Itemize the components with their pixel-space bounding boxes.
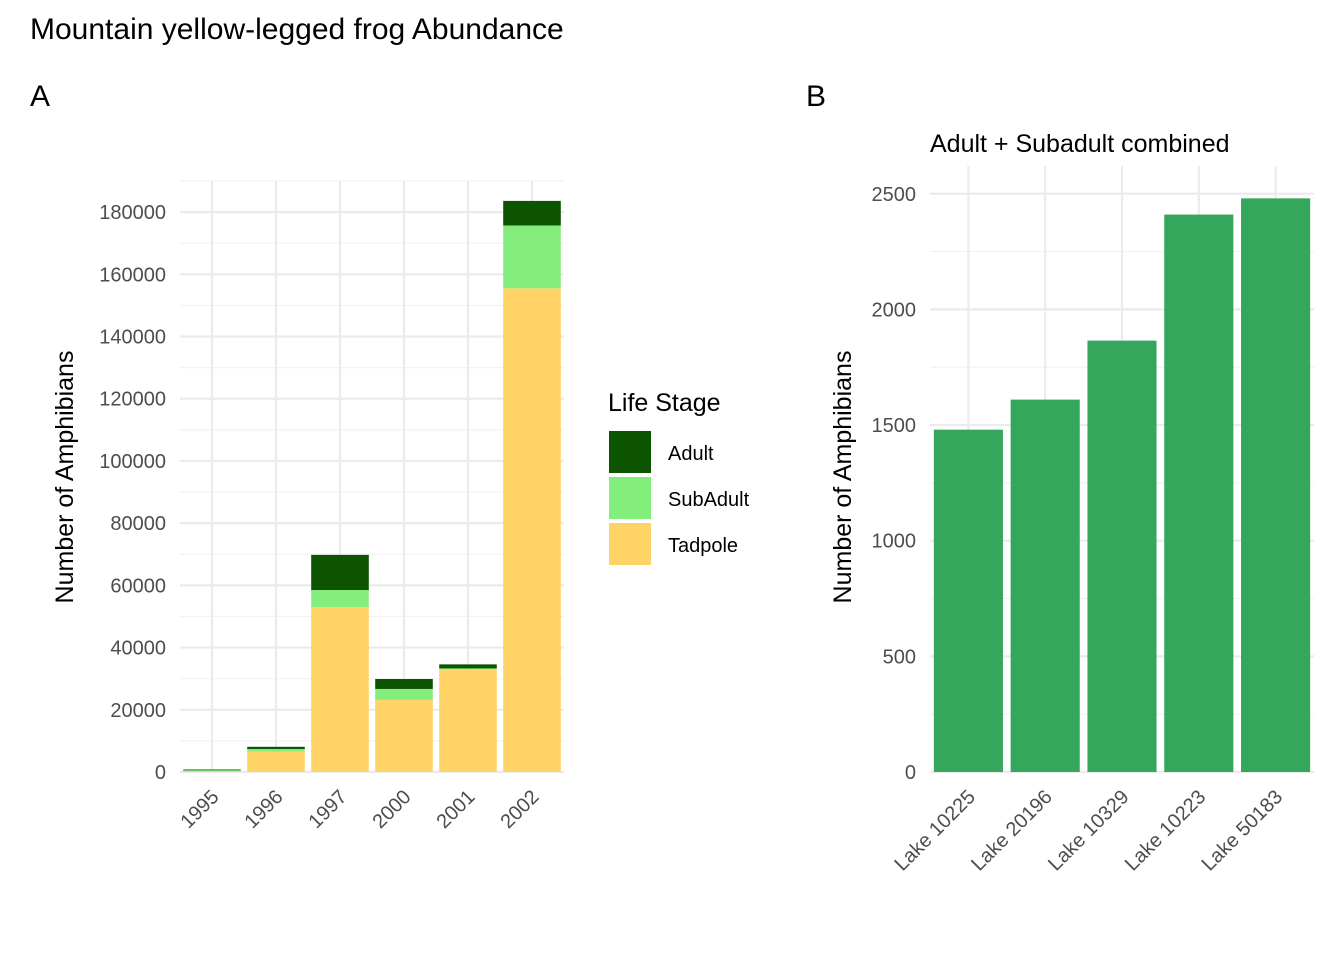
panel-b-y-tick-labels: 0 500 1000 1500 2000 2500: [872, 184, 917, 784]
bar-lake-50183: [1241, 198, 1311, 772]
y-tick-label: 60000: [110, 575, 166, 597]
x-tick-label: 1997: [305, 786, 352, 833]
bar-adult-1996: [247, 746, 305, 749]
legend-label-tadpole: Tadpole: [668, 535, 738, 557]
bar-adult-1995: [183, 769, 241, 771]
x-tick-label: 1995: [177, 786, 224, 833]
bar-adult-2000: [375, 678, 433, 689]
x-tick-label: 2001: [433, 786, 480, 833]
legend: Life Stage Adult SubAdult Tadpole: [608, 389, 750, 565]
bar-adult-2002: [503, 200, 561, 226]
y-tick-label: 140000: [99, 327, 166, 349]
bar-subadult-2000: [375, 688, 433, 700]
panel-b-bars: [933, 198, 1311, 773]
y-tick-label: 2500: [872, 184, 917, 206]
y-tick-label: 0: [905, 762, 916, 784]
y-tick-label: 180000: [99, 202, 166, 224]
bar-lake-20196: [1010, 399, 1080, 772]
y-tick-label: 1500: [872, 415, 917, 437]
bar-tadpole-2002: [503, 288, 561, 772]
y-tick-label: 500: [883, 646, 916, 668]
panel-b: B Adult + Subadult combined 0 500 1000 1500…: [806, 80, 1314, 875]
bar-tadpole-2000: [375, 699, 433, 772]
legend-label-subadult: SubAdult: [668, 489, 750, 511]
panel-b-title: Adult + Subadult combined: [930, 130, 1230, 158]
panel-b-tag: B: [806, 80, 826, 113]
x-tick-label: Lake 20196: [967, 786, 1056, 875]
figure-title: Mountain yellow-legged frog Abundance: [30, 13, 564, 46]
panel-b-y-axis-title: Number of Amphibians: [829, 351, 857, 604]
panel-a: A 0 20000 40000 60000 80000 100000 120000 14000…: [30, 80, 750, 833]
panel-a-y-axis-title: Number of Amphibians: [51, 351, 79, 604]
y-tick-label: 160000: [99, 264, 166, 286]
bar-subadult-1996: [247, 748, 305, 752]
x-tick-label: Lake 10223: [1121, 786, 1210, 875]
bar-lake-10225: [933, 429, 1003, 772]
bar-subadult-1995: [183, 770, 241, 772]
panel-a-y-tick-labels: 0 20000 40000 60000 80000 100000 120000 140000 1…: [99, 202, 166, 784]
y-tick-label: 100000: [99, 451, 166, 473]
bar-tadpole-1996: [247, 751, 305, 772]
y-tick-label: 2000: [872, 299, 917, 321]
x-tick-label: Lake 10225: [890, 786, 979, 875]
legend-key-tadpole: [609, 523, 651, 565]
bar-lake-10329: [1087, 340, 1157, 772]
legend-label-adult: Adult: [668, 443, 714, 465]
y-tick-label: 20000: [110, 700, 166, 722]
panel-a-bars: [183, 200, 561, 772]
y-tick-label: 1000: [872, 531, 917, 553]
x-tick-label: 2002: [497, 786, 544, 833]
bar-tadpole-1997: [311, 607, 369, 772]
x-tick-label: Lake 10329: [1044, 786, 1133, 875]
legend-title: Life Stage: [608, 389, 721, 417]
y-tick-label: 80000: [110, 513, 166, 535]
x-tick-label: 2000: [369, 786, 416, 833]
bar-subadult-2002: [503, 225, 561, 289]
x-tick-label: Lake 50183: [1198, 786, 1287, 875]
y-tick-label: 40000: [110, 638, 166, 660]
bar-adult-2001: [439, 664, 497, 669]
bar-adult-1997: [311, 554, 369, 591]
panel-a-tag: A: [30, 80, 50, 113]
bar-tadpole-2001: [439, 669, 497, 772]
bar-subadult-2001: [439, 668, 497, 670]
x-tick-label: 1996: [241, 786, 288, 833]
bar-tadpole-1995: [183, 771, 241, 772]
legend-key-adult: [609, 431, 651, 473]
panel-a-x-tick-labels: 1995 1996 1997 2000 2001 2002: [177, 786, 544, 833]
y-tick-label: 0: [155, 762, 166, 784]
bar-lake-10223: [1164, 214, 1234, 773]
y-tick-label: 120000: [99, 389, 166, 411]
legend-key-subadult: [609, 477, 651, 519]
bar-subadult-1997: [311, 590, 369, 608]
